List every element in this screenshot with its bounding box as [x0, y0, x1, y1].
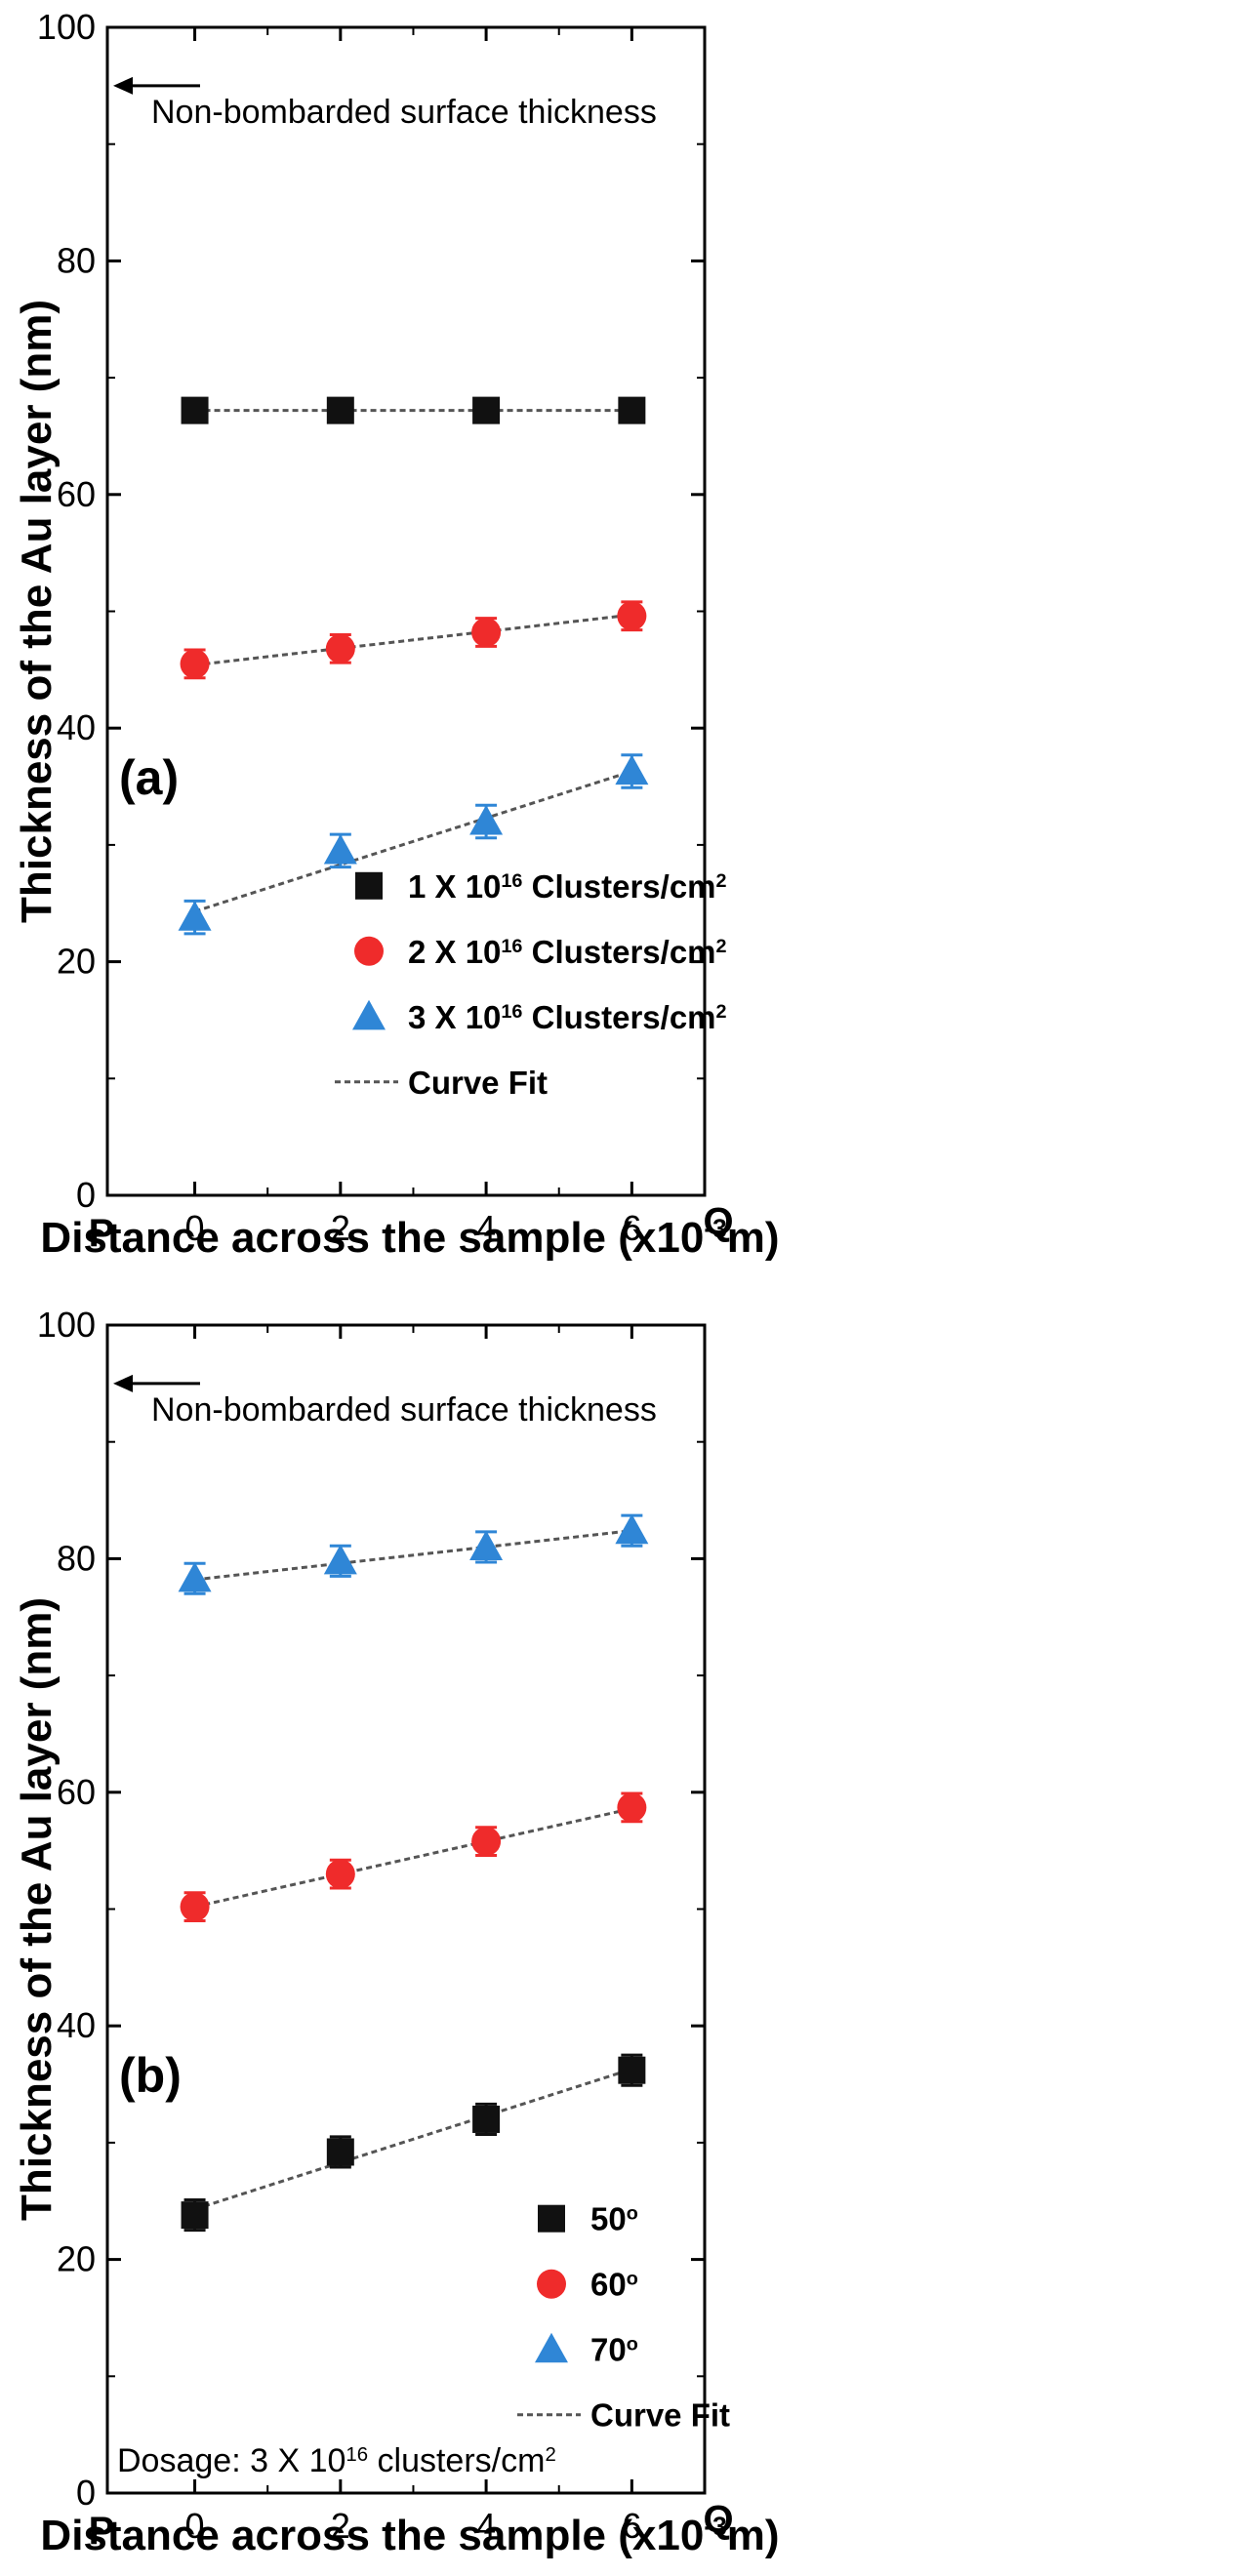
data-point [178, 901, 212, 931]
legend-label: 60o [590, 2267, 638, 2303]
data-point [181, 396, 209, 424]
y-tick-label: 40 [57, 2005, 96, 2045]
y-tick-label: 60 [57, 1772, 96, 1812]
x-tick-label: 4 [476, 2506, 496, 2546]
legend-label: 3 X 1016 Clusters/cm2 [408, 999, 727, 1035]
legend-marker [352, 999, 386, 1030]
y-tick-label: 20 [57, 942, 96, 982]
x-tick-label: 6 [622, 2506, 641, 2546]
dosage-note: Dosage: 3 X 1016 clusters/cm2 [117, 2442, 556, 2479]
fit-line [194, 770, 632, 913]
reference-annotation: Non-bombarded surface thickness [151, 94, 657, 131]
data-point [472, 396, 501, 424]
data-point [325, 633, 355, 664]
y-axis-title: Thickness of the Au layer (nm) [13, 1597, 61, 2221]
data-point [618, 396, 646, 424]
reference-arrow-head [113, 1374, 133, 1392]
legend-label: 1 X 1016 Clusters/cm2 [408, 868, 727, 905]
data-point [471, 1827, 502, 1857]
legend-fit-label: Curve Fit [408, 1065, 548, 1101]
legend-marker [355, 871, 383, 900]
data-point [323, 1544, 357, 1575]
y-tick-label: 100 [37, 1305, 96, 1345]
edge-label-left: P [89, 1212, 115, 1255]
data-point [181, 2201, 209, 2230]
legend-marker [354, 936, 384, 966]
fit-line [194, 613, 632, 667]
edge-label-left: P [89, 2510, 115, 2553]
y-axis-title: Thickness of the Au layer (nm) [13, 300, 61, 923]
x-axis-title: Distance across the sample (x10-3m) [40, 1214, 779, 1262]
panel-label: (b) [119, 2048, 182, 2103]
y-tick-label: 40 [57, 707, 96, 747]
data-point [469, 804, 504, 835]
x-tick-label: 2 [331, 1208, 350, 1248]
y-tick-label: 0 [76, 1175, 96, 1215]
data-point [471, 618, 502, 648]
x-tick-label: 2 [331, 2506, 350, 2546]
data-point [323, 833, 357, 865]
data-point [180, 1892, 210, 1922]
y-tick-label: 60 [57, 474, 96, 514]
data-point [325, 1859, 355, 1889]
reference-annotation: Non-bombarded surface thickness [151, 1391, 657, 1429]
data-point [178, 1561, 212, 1592]
y-tick-label: 100 [37, 7, 96, 47]
reference-arrow-head [113, 76, 133, 95]
data-point [180, 649, 210, 679]
fit-line [194, 1807, 632, 1909]
fit-line [194, 1529, 632, 1582]
y-tick-label: 20 [57, 2239, 96, 2279]
data-point [469, 1530, 504, 1561]
legend-label: 70o [590, 2332, 638, 2368]
y-tick-label: 0 [76, 2473, 96, 2513]
data-point [472, 2105, 501, 2133]
y-tick-label: 80 [57, 1538, 96, 1578]
legend-fit-label: Curve Fit [590, 2397, 730, 2434]
data-point [618, 2056, 646, 2084]
data-point [617, 601, 647, 631]
data-point [615, 754, 649, 785]
x-axis-title: Distance across the sample (x10-3m) [40, 2512, 779, 2559]
legend-marker [535, 2332, 568, 2363]
x-tick-label: 4 [476, 1208, 496, 1248]
fit-line [194, 2068, 632, 2211]
legend-label: 50o [590, 2201, 638, 2237]
legend-marker [537, 2269, 566, 2299]
edge-label-right: Q [703, 1200, 733, 1243]
x-tick-label: 0 [185, 2506, 205, 2546]
panel-label: (a) [119, 750, 179, 805]
data-point [326, 2138, 354, 2166]
x-tick-label: 6 [622, 1208, 641, 1248]
edge-label-right: Q [703, 2498, 733, 2541]
legend-label: 2 X 1016 Clusters/cm2 [408, 934, 727, 970]
data-point [617, 1792, 647, 1823]
x-tick-label: 0 [185, 1208, 205, 1248]
data-point [326, 396, 354, 424]
data-point [615, 1513, 649, 1545]
y-tick-label: 80 [57, 240, 96, 280]
legend-marker [538, 2204, 565, 2233]
